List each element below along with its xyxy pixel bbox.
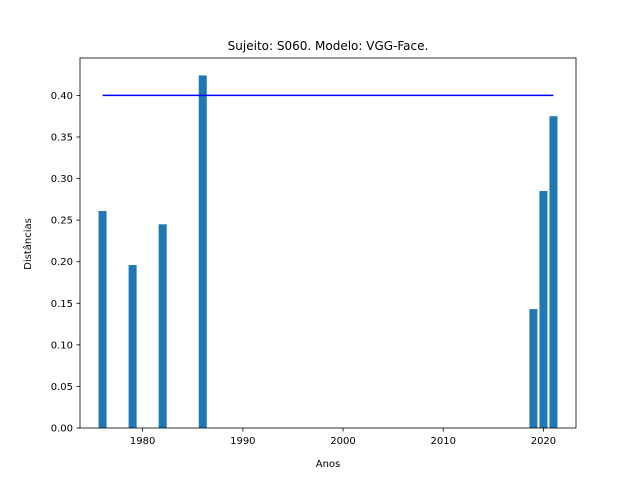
y-tick-label: 0.15 xyxy=(51,299,73,310)
x-tick-label: 1990 xyxy=(230,436,255,447)
y-tick-label: 0.30 xyxy=(51,174,73,185)
bar-1986 xyxy=(198,75,207,429)
y-tick-label: 0.40 xyxy=(51,91,73,102)
y-tick-label: 0.00 xyxy=(51,424,73,435)
y-tick-label: 0.35 xyxy=(51,132,73,143)
axes-layer: 1980 1990 2000 2010 2020 0.00 0.05 0.10 0.15 0.20… xyxy=(51,57,577,447)
y-tick-label: 0.05 xyxy=(51,382,73,393)
bar-1976 xyxy=(98,210,107,428)
y-tick-label: 0.25 xyxy=(51,216,73,227)
chart-title: Sujeito: S060. Modelo: VGG-Face. xyxy=(228,39,429,53)
bar-1982 xyxy=(158,224,167,428)
y-tick-label: 0.20 xyxy=(51,257,73,268)
bar-2019 xyxy=(529,309,538,428)
x-tick-label: 1980 xyxy=(130,436,155,447)
x-tick-label: 2020 xyxy=(531,436,556,447)
y-axis-title: Distâncias xyxy=(22,218,34,270)
y-tick-label: 0.10 xyxy=(51,340,73,351)
bars-layer xyxy=(98,75,558,429)
x-axis-title: Anos xyxy=(316,459,341,470)
bar-1979 xyxy=(128,265,137,428)
bar-2021 xyxy=(549,116,558,429)
bar-2020 xyxy=(539,191,548,428)
plot-frame xyxy=(79,57,577,429)
x-tick-label: 2010 xyxy=(431,436,456,447)
x-tick-label: 2000 xyxy=(330,436,355,447)
